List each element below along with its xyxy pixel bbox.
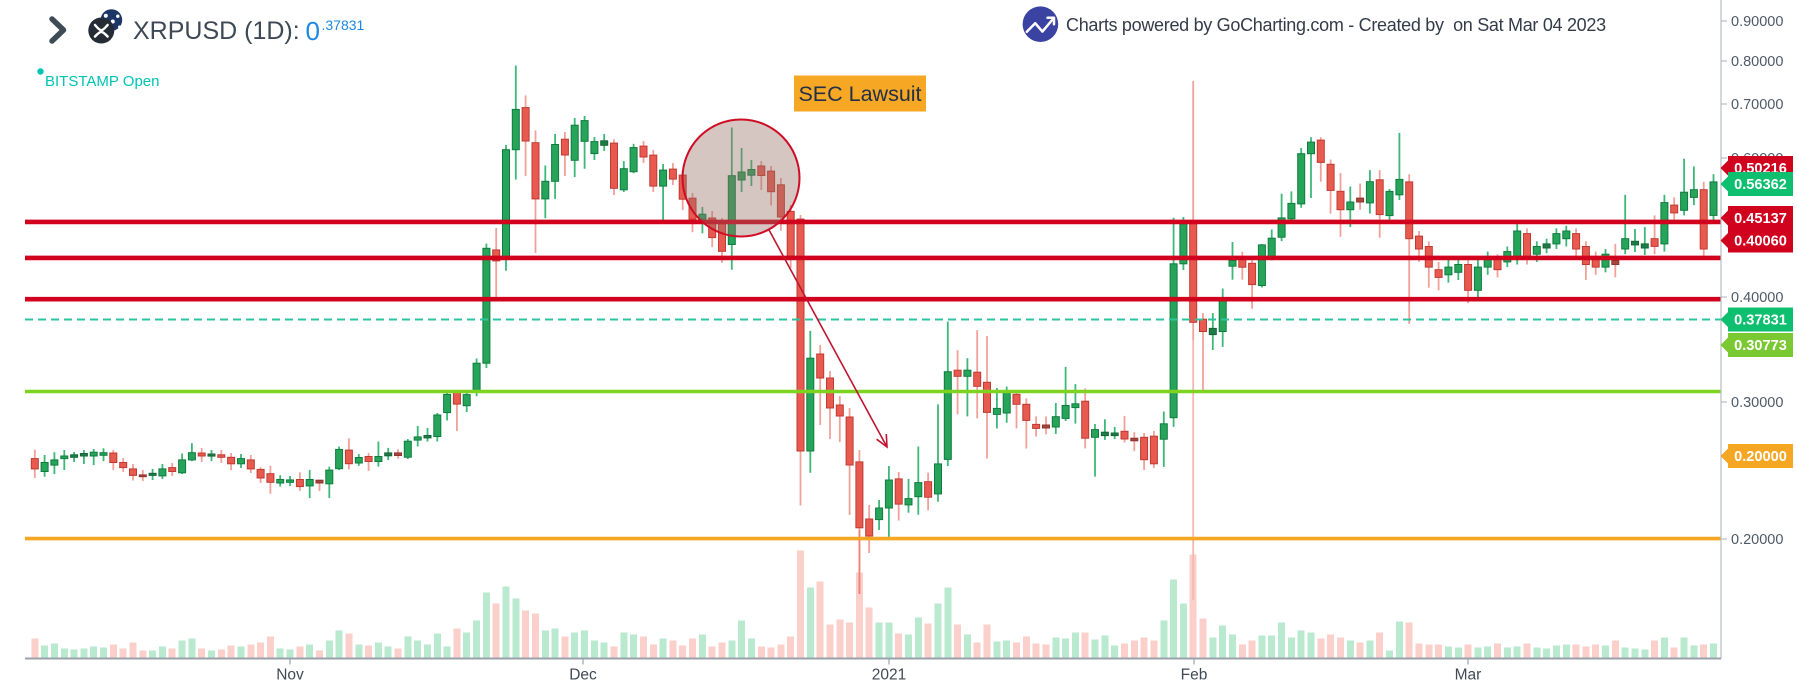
svg-text:0.37831: 0.37831 (1734, 313, 1787, 329)
svg-text:SEC Lawsuit: SEC Lawsuit (798, 82, 921, 106)
svg-text:Mar: Mar (1455, 667, 1482, 684)
svg-text:0: 0 (306, 16, 320, 46)
svg-text:0.30000: 0.30000 (1731, 395, 1783, 411)
svg-text:0.80000: 0.80000 (1731, 54, 1783, 70)
svg-text:Nov: Nov (276, 667, 304, 684)
svg-text:0.30773: 0.30773 (1734, 338, 1787, 354)
svg-text:0.45137: 0.45137 (1734, 211, 1787, 227)
svg-text:Charts powered by GoCharting.c: Charts powered by GoCharting.com - Creat… (1066, 15, 1606, 35)
svg-text:BITSTAMP Open: BITSTAMP Open (45, 73, 160, 90)
svg-text:0.40060: 0.40060 (1734, 234, 1787, 250)
svg-text:Feb: Feb (1181, 667, 1208, 684)
svg-text:XRPUSD (1D):: XRPUSD (1D): (133, 17, 300, 45)
svg-text:0.90000: 0.90000 (1731, 14, 1783, 30)
svg-text:.37831: .37831 (322, 17, 365, 33)
svg-text:0.70000: 0.70000 (1731, 97, 1783, 113)
svg-text:0.20000: 0.20000 (1734, 449, 1787, 465)
svg-text:0.56362: 0.56362 (1734, 177, 1787, 193)
svg-text:Dec: Dec (569, 667, 597, 684)
svg-text:0.20000: 0.20000 (1731, 532, 1783, 548)
svg-text:2021: 2021 (872, 667, 906, 684)
svg-text:0.40000: 0.40000 (1731, 290, 1783, 306)
